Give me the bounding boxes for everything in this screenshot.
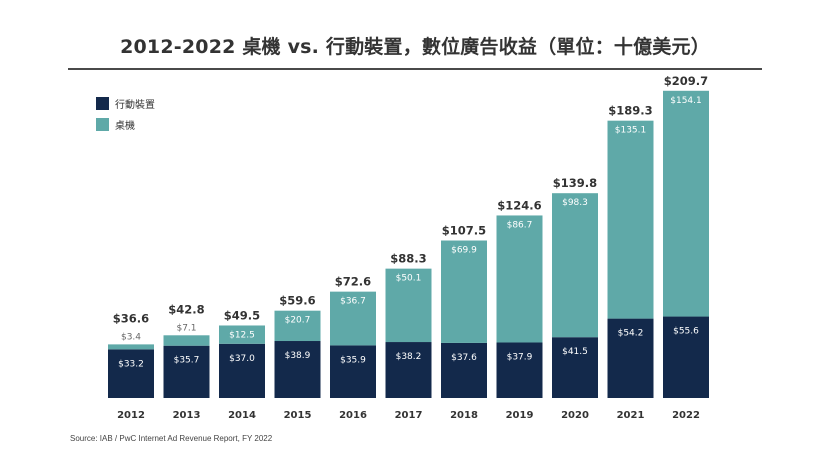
bar-desktop-2015 <box>274 310 321 342</box>
bar-desktop-2017 <box>385 268 432 343</box>
total-label-2018: $107.5 <box>442 224 486 238</box>
total-label-2012: $36.6 <box>113 311 149 325</box>
value-label-desktop-2020: $98.3 <box>562 198 588 208</box>
bar-desktop-2012 <box>108 344 154 350</box>
bar-mobile-2013 <box>163 345 210 398</box>
value-label-mobile-2015: $38.9 <box>285 351 311 361</box>
bar-desktop-2016 <box>330 291 376 346</box>
total-label-2015: $59.6 <box>279 294 315 308</box>
bar-mobile-2022 <box>663 316 709 398</box>
legend: 行動裝置 桌機 <box>96 93 155 135</box>
value-label-mobile-2019: $37.9 <box>507 352 533 362</box>
legend-item-mobile: 行動裝置 <box>96 93 155 114</box>
bar-mobile-2019 <box>496 342 543 398</box>
value-label-mobile-2020: $41.5 <box>562 347 588 357</box>
value-label-desktop-2017: $50.1 <box>396 274 422 284</box>
legend-swatch-desktop <box>96 118 109 131</box>
legend-label-mobile: 行動裝置 <box>115 100 155 111</box>
legend-swatch-mobile <box>96 97 109 110</box>
value-label-desktop-2015: $20.7 <box>285 316 311 326</box>
value-label-mobile-2013: $35.7 <box>174 356 200 366</box>
source-note: Source: IAB / PwC Internet Ad Revenue Re… <box>70 434 273 443</box>
bar-desktop-2018 <box>441 240 487 343</box>
bar-mobile-2020 <box>552 337 598 398</box>
x-tick-label-2018: 2018 <box>450 410 478 421</box>
bar-desktop-2020 <box>552 193 598 338</box>
x-tick-label-2020: 2020 <box>561 410 589 421</box>
value-label-desktop-2018: $69.9 <box>451 246 477 256</box>
bar-mobile-2012 <box>108 349 154 398</box>
bar-mobile-2018 <box>441 342 487 398</box>
total-label-2013: $42.8 <box>168 302 204 316</box>
value-label-desktop-2013: $7.1 <box>176 323 196 333</box>
bar-desktop-2013 <box>163 335 210 346</box>
value-label-desktop-2014: $12.5 <box>229 330 255 340</box>
bar-desktop-2014 <box>219 325 265 344</box>
chart-title: 2012-2022 桌機 vs. 行動裝置，數位廣告收益（單位：十億美元） <box>120 36 710 58</box>
value-label-mobile-2014: $37.0 <box>229 354 255 364</box>
value-label-mobile-2017: $38.2 <box>396 352 422 362</box>
total-label-2022: $209.7 <box>664 74 708 88</box>
bar-desktop-2021 <box>607 120 654 319</box>
value-label-desktop-2021: $135.1 <box>615 126 647 136</box>
bar-mobile-2021 <box>607 318 654 398</box>
value-label-mobile-2018: $37.6 <box>451 353 477 363</box>
total-label-2020: $139.8 <box>553 176 597 190</box>
value-label-desktop-2016: $36.7 <box>340 297 366 307</box>
total-label-2016: $72.6 <box>335 275 371 289</box>
value-label-mobile-2016: $35.9 <box>340 355 366 365</box>
title-divider <box>68 68 762 70</box>
bar-mobile-2014 <box>219 343 265 398</box>
x-tick-label-2015: 2015 <box>284 410 312 421</box>
x-tick-label-2012: 2012 <box>117 410 145 421</box>
x-tick-label-2016: 2016 <box>339 410 367 421</box>
x-tick-label-2022: 2022 <box>672 410 700 421</box>
bar-desktop-2022 <box>663 90 709 317</box>
total-label-2014: $49.5 <box>224 308 260 322</box>
total-label-2019: $124.6 <box>497 198 541 212</box>
x-tick-label-2019: 2019 <box>506 410 534 421</box>
value-label-desktop-2012: $3.4 <box>121 332 141 342</box>
legend-item-desktop: 桌機 <box>96 114 155 135</box>
x-tick-label-2014: 2014 <box>228 410 256 421</box>
total-label-2021: $189.3 <box>608 104 652 118</box>
total-label-2017: $88.3 <box>390 252 426 266</box>
value-label-mobile-2021: $54.2 <box>618 329 644 339</box>
value-label-mobile-2022: $55.6 <box>673 327 699 337</box>
legend-label-desktop: 桌機 <box>115 121 135 132</box>
x-tick-label-2017: 2017 <box>395 410 423 421</box>
bar-mobile-2016 <box>330 345 376 398</box>
bar-mobile-2017 <box>385 342 432 398</box>
value-label-mobile-2012: $33.2 <box>118 359 144 369</box>
x-tick-label-2013: 2013 <box>173 410 201 421</box>
value-label-desktop-2022: $154.1 <box>670 96 702 106</box>
x-tick-label-2021: 2021 <box>617 410 645 421</box>
bar-desktop-2019 <box>496 215 543 343</box>
bar-mobile-2015 <box>274 341 321 398</box>
value-label-desktop-2019: $86.7 <box>507 220 533 230</box>
